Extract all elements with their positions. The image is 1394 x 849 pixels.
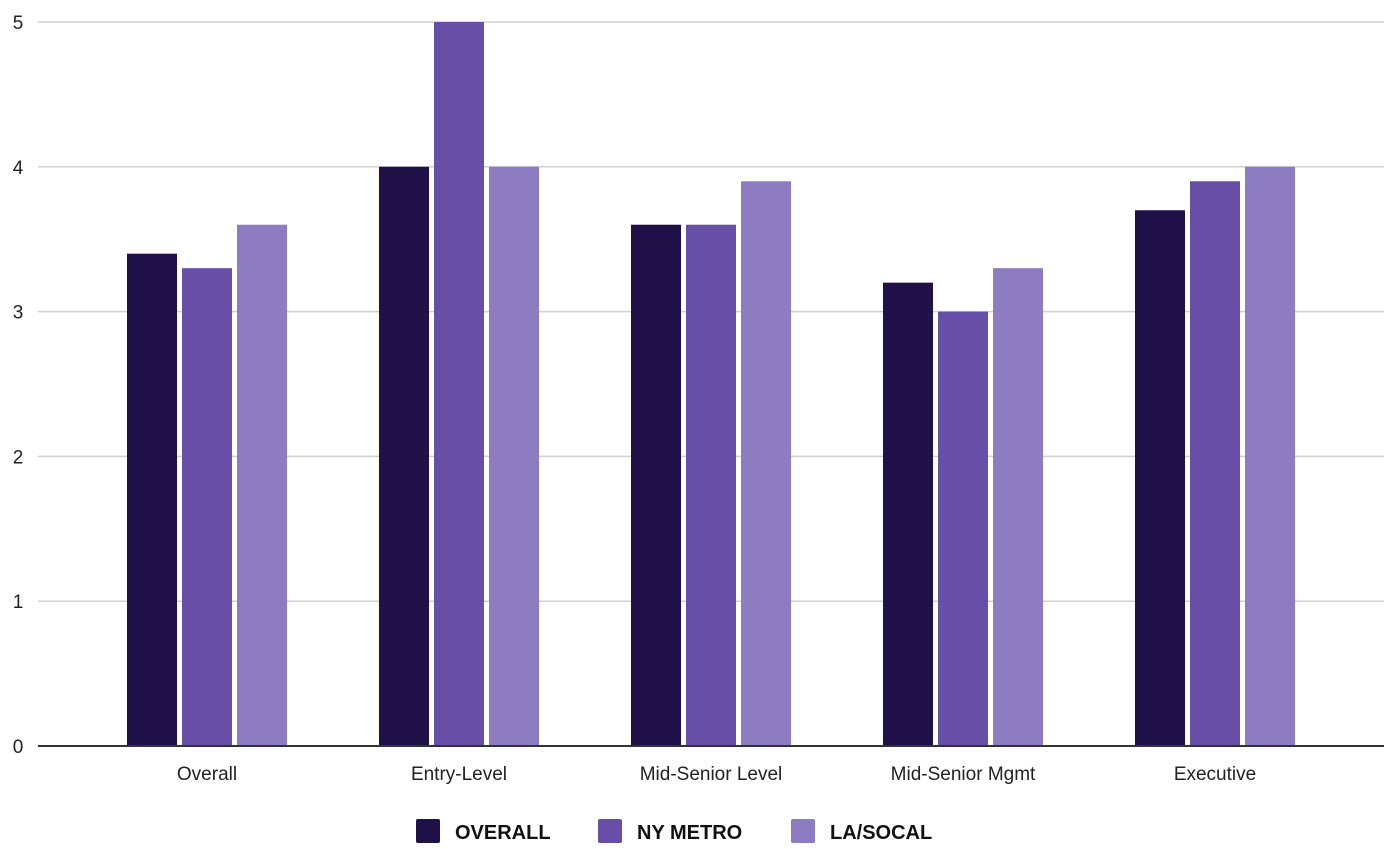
y-tick-label: 3 bbox=[13, 303, 24, 324]
y-tick-label: 4 bbox=[13, 158, 24, 179]
x-category-label: Mid-Senior Level bbox=[640, 764, 783, 785]
bar bbox=[1190, 181, 1240, 746]
bar bbox=[182, 268, 232, 746]
bar bbox=[686, 224, 736, 747]
x-axis-category-labels: Overall Entry-Level Mid-Senior Level Mid-Se… bbox=[177, 764, 1256, 785]
x-category-label: Overall bbox=[177, 764, 237, 785]
bar bbox=[1135, 210, 1185, 747]
bar bbox=[127, 253, 177, 746]
y-tick-label: 0 bbox=[13, 737, 24, 758]
bar bbox=[883, 282, 933, 746]
x-category-label: Mid-Senior Mgmt bbox=[891, 764, 1036, 785]
legend: OVERALL NY METRO LA/SOCAL bbox=[416, 819, 932, 844]
bar bbox=[993, 268, 1043, 746]
bar bbox=[938, 311, 988, 746]
legend-label: NY METRO bbox=[637, 822, 742, 844]
bar bbox=[237, 224, 287, 747]
legend-label: OVERALL bbox=[455, 822, 551, 844]
x-category-label: Executive bbox=[1174, 764, 1256, 785]
bar bbox=[489, 166, 539, 747]
legend-swatch bbox=[791, 819, 815, 843]
y-axis-tick-labels: 0 1 2 3 4 5 bbox=[13, 13, 24, 758]
x-category-label: Entry-Level bbox=[411, 764, 507, 785]
y-tick-label: 1 bbox=[13, 592, 24, 613]
y-tick-label: 2 bbox=[13, 447, 24, 468]
bar bbox=[1245, 166, 1295, 747]
bar bbox=[379, 166, 429, 747]
bar bbox=[631, 224, 681, 747]
bar bbox=[434, 22, 484, 746]
y-tick-label: 5 bbox=[13, 13, 24, 34]
bar bbox=[741, 181, 791, 746]
legend-swatch bbox=[416, 819, 440, 843]
legend-label: LA/SOCAL bbox=[830, 822, 932, 844]
legend-swatch bbox=[598, 819, 622, 843]
bars bbox=[127, 22, 1295, 747]
